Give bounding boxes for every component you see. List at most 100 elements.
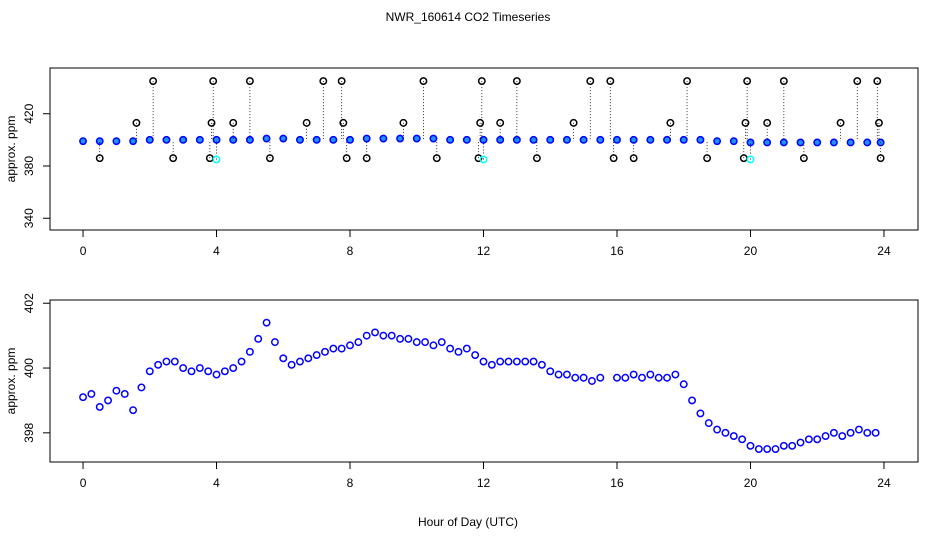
data-point [629,370,638,379]
data-point [387,331,396,340]
data-point [763,118,772,127]
y-tick-label: 400 [22,358,36,378]
data-point [813,435,822,444]
data-point [429,341,438,350]
data-point [596,373,605,382]
data-point [195,364,204,372]
data-point [571,373,580,382]
data-point [703,154,712,163]
data-point [846,138,855,147]
data-point [479,357,488,366]
data-point [836,118,845,127]
data-point [207,118,216,127]
data-point [596,135,605,144]
data-point [496,357,505,366]
data-point [638,373,646,382]
data-point [838,432,847,441]
x-tick-label: 8 [347,244,354,258]
data-point [404,334,413,343]
data-point [671,370,680,379]
data-point [829,428,838,437]
data-point [237,357,246,366]
data-point [104,396,113,405]
plot-frame [49,67,919,231]
data-point [446,135,455,144]
data-point [683,77,692,86]
data-point [629,135,638,144]
data-point [304,354,313,363]
data-point [337,344,346,353]
data-point [319,77,328,86]
data-point [606,77,615,86]
x-tick-label: 4 [213,476,220,490]
data-point [579,373,588,382]
data-point [245,135,254,144]
data-point [154,360,163,369]
y-axis-label: approx. ppm [4,348,18,415]
data-point [863,138,872,147]
y-tick-label: 340 [22,208,36,228]
data-point [696,135,705,144]
data-point [79,393,87,402]
data-point [437,338,446,347]
x-tick-label: 16 [610,476,624,490]
data-point [779,441,788,450]
data-point [487,360,496,369]
data-point [629,154,638,163]
x-tick-label: 20 [744,476,758,490]
data-point [187,367,196,376]
data-point [876,154,885,163]
data-point [504,357,513,366]
data-point [829,138,838,147]
data-point [713,425,722,434]
data-point [262,318,271,327]
x-tick-label: 20 [744,244,758,258]
data-point [646,135,655,144]
data-point [270,338,279,347]
data-point [529,135,538,144]
data-point [262,134,271,143]
data-point [871,428,880,437]
data-point [546,135,555,144]
data-point [512,77,521,86]
data-point [679,135,688,144]
data-point [821,432,830,441]
data-point [529,357,538,366]
data-point [132,118,141,127]
data-point [312,135,321,144]
chart-title: NWR_160614 CO2 Timeseries [386,10,551,24]
data-point [145,367,154,376]
data-point [279,354,288,363]
data-point [741,118,750,127]
x-tick-label: 8 [347,476,354,490]
data-point [204,367,213,376]
data-point [179,135,188,144]
data-point [120,390,129,398]
data-point [321,347,329,356]
data-point [346,341,354,350]
data-point [586,77,595,86]
data-point [95,137,104,146]
data-point [170,357,179,366]
data-point [763,445,772,453]
data-point [696,409,705,418]
data-point [279,134,288,143]
data-point [537,360,546,369]
data-point [137,383,146,392]
data-point [846,428,855,437]
data-point [209,77,218,86]
data-point [346,135,354,144]
data-point [474,154,483,163]
data-point [354,338,363,347]
data-point [875,118,883,127]
data-point [162,135,171,144]
data-point [362,154,371,163]
data-point [688,396,697,405]
data-point [679,380,688,389]
data-point [229,135,238,144]
data-point [265,154,274,163]
data-point [613,135,621,144]
data-point [771,445,780,453]
data-point [429,134,438,143]
